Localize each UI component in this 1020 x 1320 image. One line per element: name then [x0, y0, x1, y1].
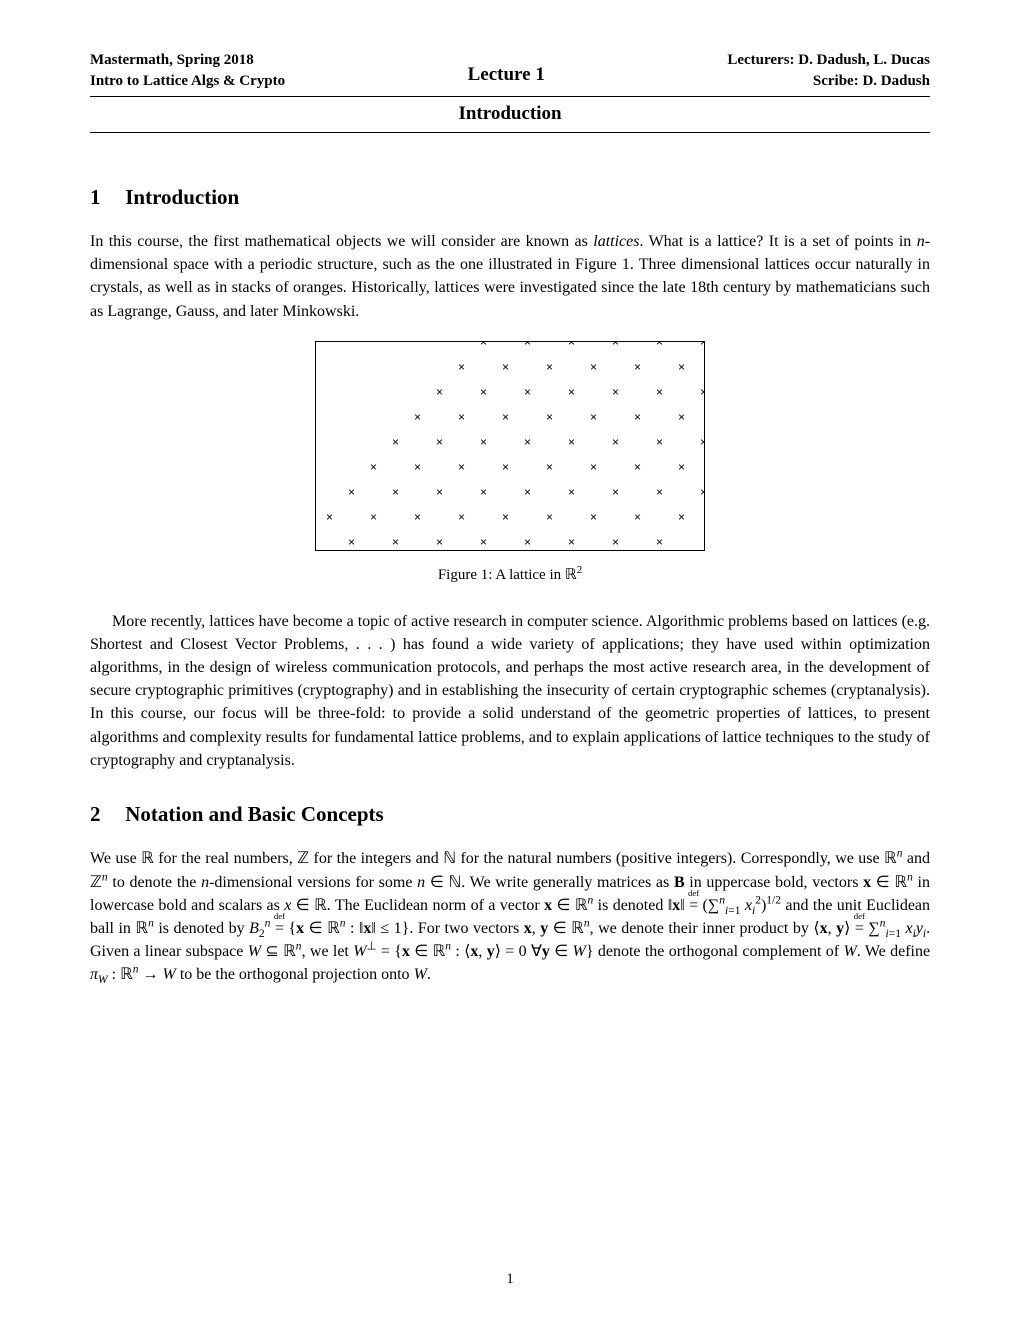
- lattice-point: ×: [634, 511, 641, 523]
- section-1-para-1: In this course, the first mathematical o…: [90, 230, 930, 323]
- lattice-point: ×: [590, 461, 597, 473]
- lattice-point: ×: [568, 486, 575, 498]
- lattice-point: ×: [480, 436, 487, 448]
- lattice-point: ×: [700, 386, 705, 398]
- lattice-point: ×: [370, 511, 377, 523]
- lattice-point: ×: [414, 511, 421, 523]
- lattice-point: ×: [612, 436, 619, 448]
- lattice-point: ×: [480, 386, 487, 398]
- lattice-point: ×: [656, 486, 663, 498]
- page-number: 1: [506, 1269, 514, 1290]
- lattice-point: ×: [458, 461, 465, 473]
- lattice-point: ×: [656, 436, 663, 448]
- lattice-point: ×: [458, 411, 465, 423]
- course-subtitle: Intro to Lattice Algs & Crypto: [90, 71, 285, 92]
- lattice-point: ×: [634, 361, 641, 373]
- lattice-point: ×: [480, 536, 487, 548]
- section-2-title: Notation and Basic Concepts: [125, 802, 383, 826]
- lattice-point: ×: [436, 536, 443, 548]
- lattice-point: ×: [700, 436, 705, 448]
- lattice-point: ×: [678, 511, 685, 523]
- lattice-point: ×: [502, 411, 509, 423]
- lattice-point: ×: [546, 361, 553, 373]
- lattice-point: ×: [656, 386, 663, 398]
- lattice-point: ×: [502, 461, 509, 473]
- lattice-point: ×: [392, 436, 399, 448]
- lattice-point: ×: [656, 536, 663, 548]
- section-2-para-1: We use ℝ for the real numbers, ℤ for the…: [90, 847, 930, 986]
- lattice-point: ×: [546, 411, 553, 423]
- course-name: Mastermath, Spring 2018: [90, 50, 285, 71]
- lattice-point: ×: [414, 411, 421, 423]
- header-left: Mastermath, Spring 2018 Intro to Lattice…: [90, 50, 285, 92]
- lattice-point: ×: [612, 536, 619, 548]
- lattice-point: ×: [370, 461, 377, 473]
- lattice-point: ×: [524, 436, 531, 448]
- lattice-point: ×: [678, 461, 685, 473]
- lattice-point: ×: [590, 361, 597, 373]
- header-right: Lecturers: D. Dadush, L. Ducas Scribe: D…: [727, 50, 930, 92]
- lattice-point: ×: [656, 341, 663, 348]
- lattice-point: ×: [678, 411, 685, 423]
- lattice-point: ×: [348, 486, 355, 498]
- lattice-point: ×: [524, 536, 531, 548]
- lattice-point: ×: [568, 436, 575, 448]
- lattice-point: ×: [524, 341, 531, 348]
- lattice-point: ×: [480, 341, 487, 348]
- lattice-point: ×: [480, 486, 487, 498]
- lecturers: Lecturers: D. Dadush, L. Ducas: [727, 50, 930, 71]
- section-1-heading: 1 Introduction: [90, 183, 930, 212]
- lattice-point: ×: [458, 361, 465, 373]
- lattice-point: ×: [612, 386, 619, 398]
- lattice-point: ×: [524, 386, 531, 398]
- lecture-header: Mastermath, Spring 2018 Intro to Lattice…: [90, 50, 930, 92]
- lattice-point: ×: [634, 461, 641, 473]
- lattice-grid: × × × × × × × × × × × × × × × × × × × × × × × × × × × × × × × × × × × × × × × ×…: [315, 341, 705, 551]
- lattice-point: ×: [700, 486, 705, 498]
- lattice-point: ×: [326, 511, 333, 523]
- lattice-point: ×: [348, 536, 355, 548]
- section-1-number: 1: [90, 183, 120, 212]
- lattice-point: ×: [436, 486, 443, 498]
- lattice-point: ×: [392, 486, 399, 498]
- lattice-point: ×: [590, 411, 597, 423]
- lattice-point: ×: [502, 511, 509, 523]
- section-2-number: 2: [90, 800, 120, 829]
- lattice-point: ×: [502, 361, 509, 373]
- lattice-point: ×: [634, 411, 641, 423]
- section-1-para-2: More recently, lattices have become a to…: [90, 610, 930, 772]
- lattice-point: ×: [612, 341, 619, 348]
- section-1-title: Introduction: [125, 185, 239, 209]
- figure-1-caption: Figure 1: A lattice in ℝ2: [90, 565, 930, 586]
- lattice-point: ×: [392, 536, 399, 548]
- lattice-point: ×: [546, 511, 553, 523]
- lattice-point: ×: [568, 536, 575, 548]
- section-2-heading: 2 Notation and Basic Concepts: [90, 800, 930, 829]
- lattice-point: ×: [590, 511, 597, 523]
- lattice-point: ×: [414, 461, 421, 473]
- lattice-point: ×: [458, 511, 465, 523]
- lattice-point: ×: [524, 486, 531, 498]
- title-banner: Introduction: [90, 97, 930, 132]
- lattice-point: ×: [678, 361, 685, 373]
- lecture-number: Lecture 1: [468, 50, 545, 89]
- lattice-point: ×: [436, 386, 443, 398]
- lattice-point: ×: [568, 341, 575, 348]
- scribe: Scribe: D. Dadush: [727, 71, 930, 92]
- figure-1: × × × × × × × × × × × × × × × × × × × × × × × × × × × × × × × × × × × × × × × ×…: [90, 341, 930, 586]
- lattice-point: ×: [546, 461, 553, 473]
- lattice-point: ×: [568, 386, 575, 398]
- lattice-point: ×: [612, 486, 619, 498]
- lattice-point: ×: [436, 436, 443, 448]
- header-rule-bottom: [90, 132, 930, 133]
- lattice-point: ×: [700, 341, 705, 348]
